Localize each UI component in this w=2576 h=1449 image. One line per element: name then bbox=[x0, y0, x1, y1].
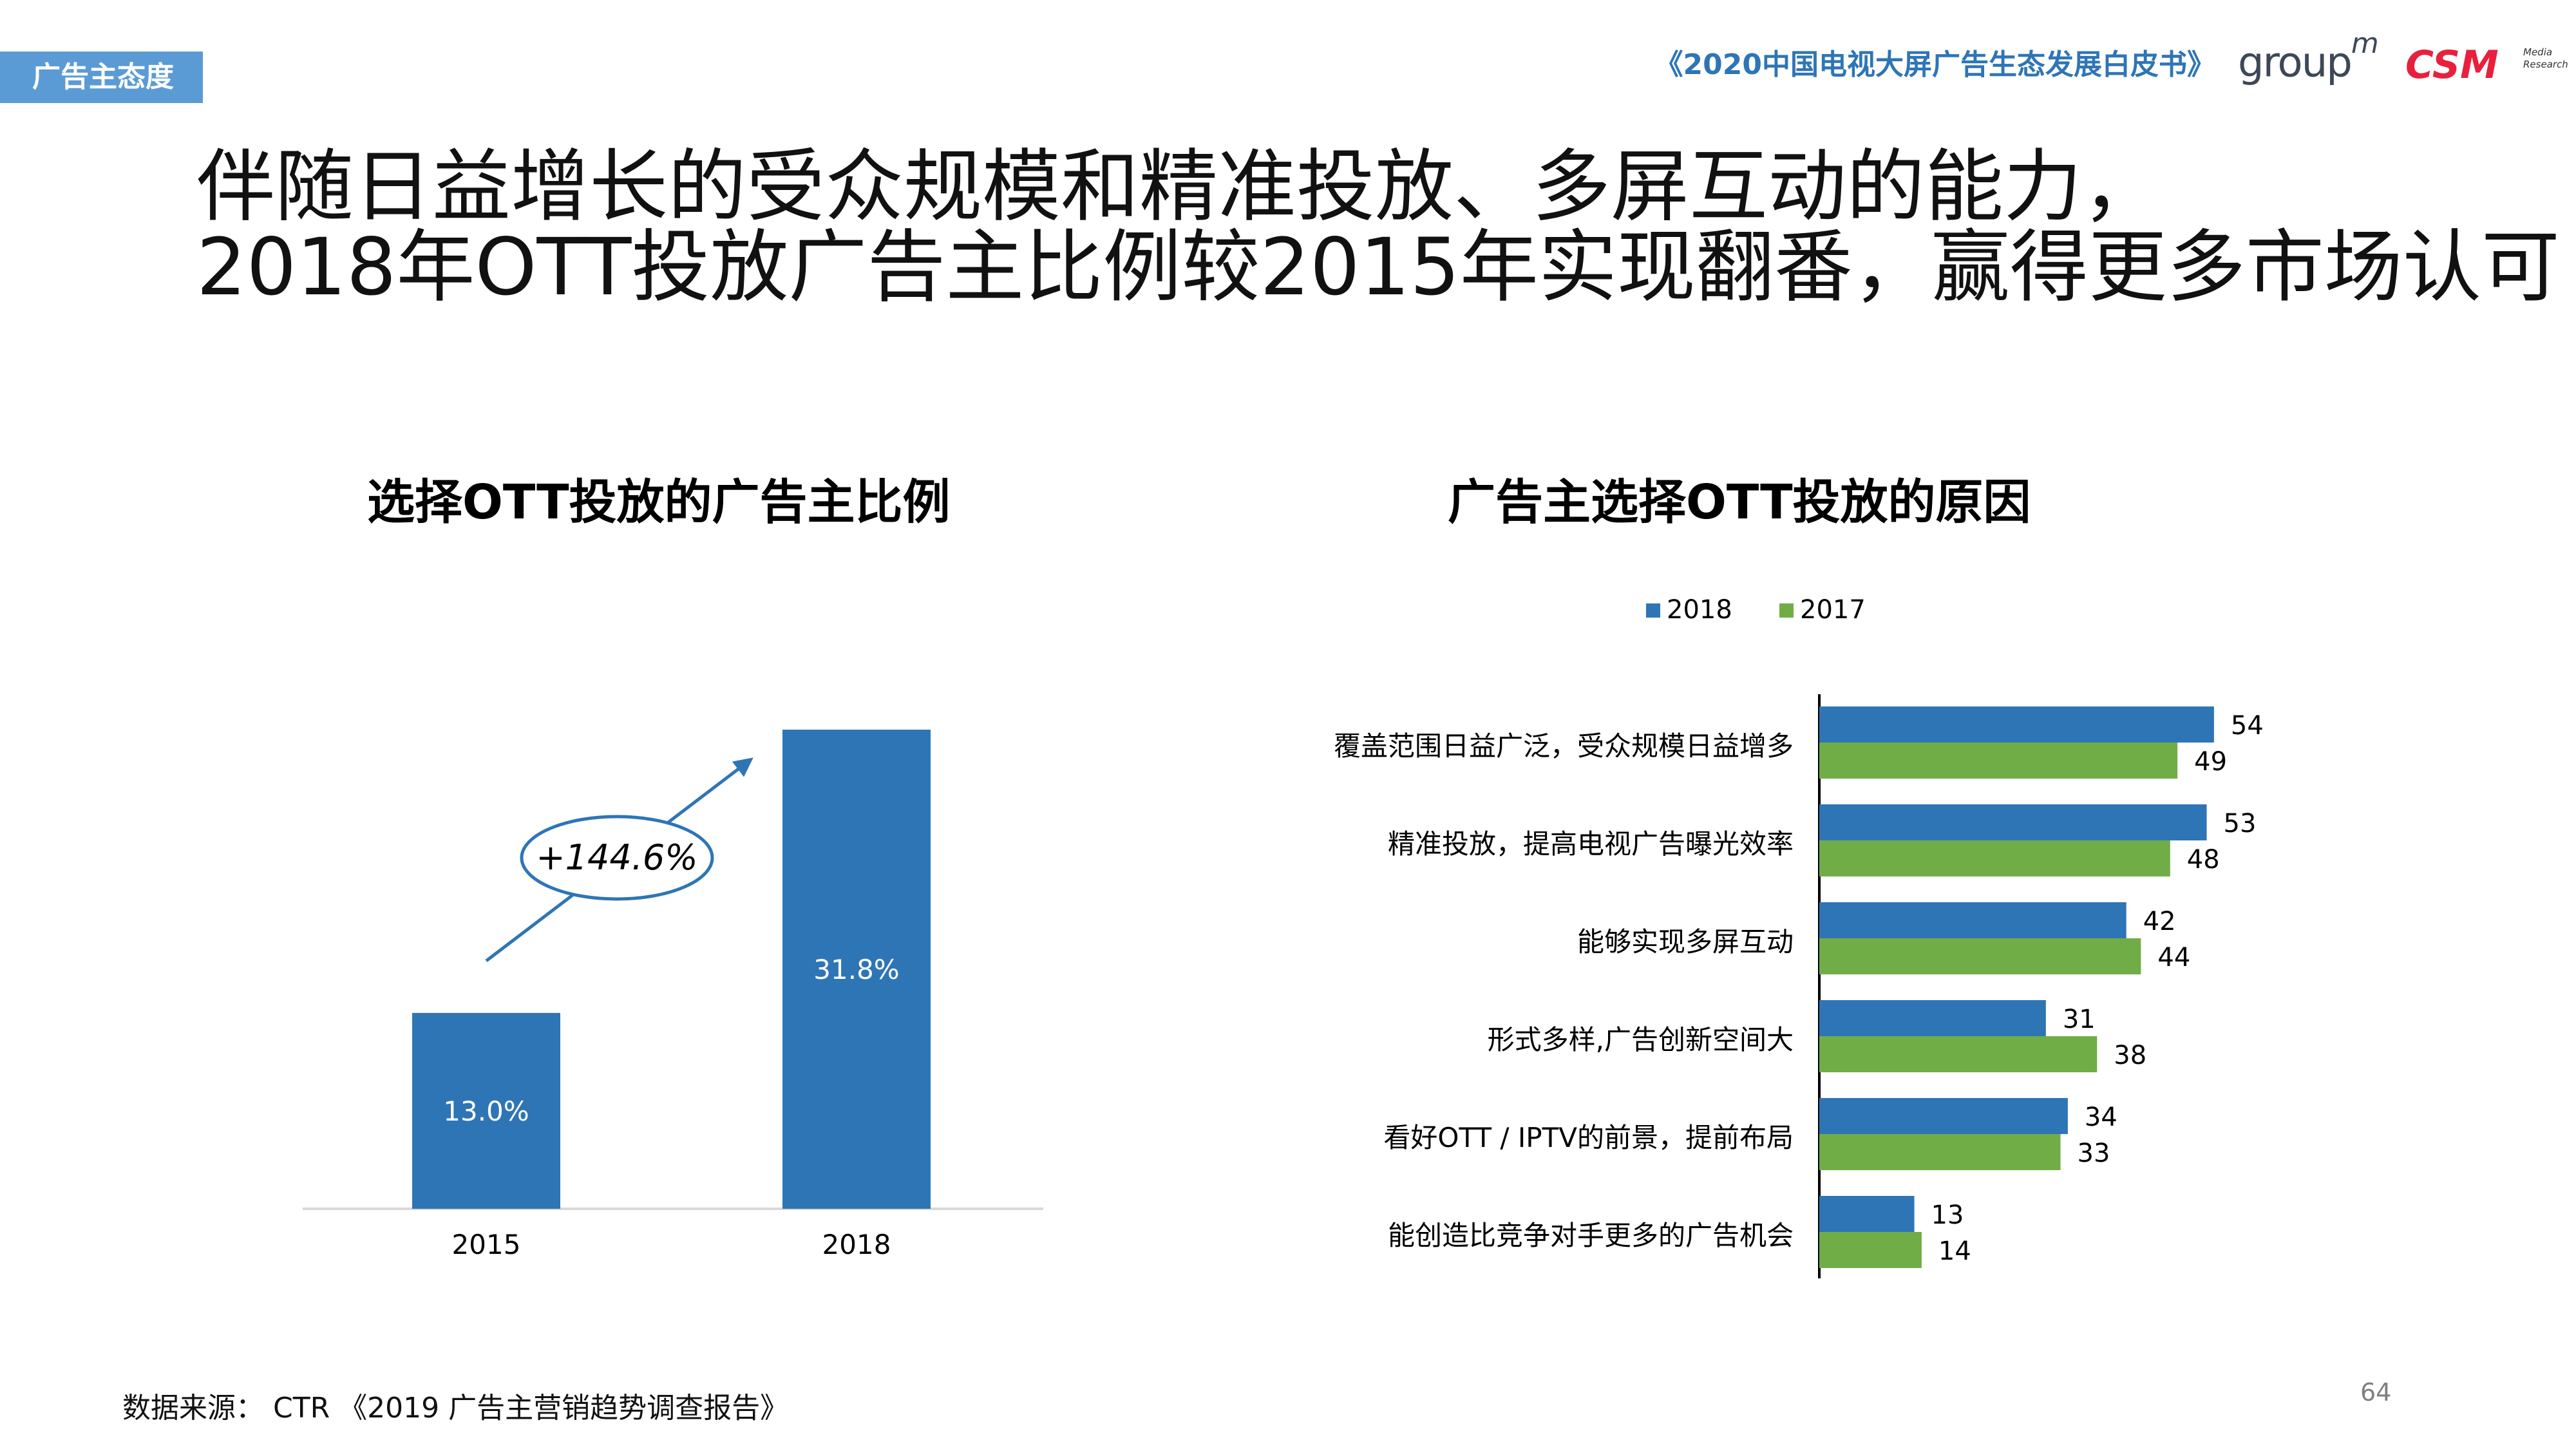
bar-2018 bbox=[1819, 1098, 2068, 1134]
csm-logo: CSM bbox=[2405, 43, 2499, 88]
legend-swatch-2017 bbox=[1779, 603, 1794, 618]
data-label: 42 bbox=[2143, 907, 2176, 936]
data-label: 31 bbox=[2063, 1005, 2096, 1034]
bar-2017 bbox=[1819, 1134, 2061, 1170]
legend-label-2017: 2017 bbox=[1800, 595, 1866, 625]
legend-label-2018: 2018 bbox=[1667, 595, 1732, 625]
chart-1-title: 选择OTT投放的广告主比例 bbox=[367, 475, 951, 530]
bar-2018 bbox=[1819, 902, 2126, 938]
csm-logo-subtitle: Media Research bbox=[2523, 46, 2568, 70]
category-label: 覆盖范围日益广泛，受众规模日益增多 bbox=[1334, 730, 1794, 762]
category-label: 精准投放，提高电视广告曝光效率 bbox=[1388, 828, 1794, 860]
bar-2015 bbox=[412, 1012, 560, 1209]
data-label: 38 bbox=[2114, 1041, 2146, 1070]
page-number: 64 bbox=[2360, 1378, 2392, 1406]
category-label: 能够实现多屏互动 bbox=[1577, 926, 1794, 958]
growth-callout bbox=[520, 815, 714, 901]
data-label: 34 bbox=[2085, 1103, 2117, 1132]
data-label: 53 bbox=[2224, 809, 2257, 838]
bar-2017 bbox=[1819, 1036, 2098, 1072]
data-label: 48 bbox=[2187, 845, 2220, 875]
x-tick-label: 2015 bbox=[452, 1229, 521, 1260]
x-tick-label: 2018 bbox=[822, 1229, 891, 1260]
bar-2017 bbox=[1819, 938, 2141, 974]
groupm-logo: groupm bbox=[2238, 27, 2379, 87]
bar-2018 bbox=[1819, 804, 2207, 840]
data-label: 14 bbox=[1938, 1236, 1971, 1266]
report-title: 《2020中国电视大屏广告生态发展白皮书》 bbox=[1654, 48, 2215, 81]
bar-2017 bbox=[1819, 1232, 1922, 1268]
growth-annotation: +144.6% bbox=[536, 837, 697, 878]
section-tag: 广告主态度 bbox=[0, 52, 203, 103]
data-label: 33 bbox=[2078, 1139, 2110, 1168]
bar-2018 bbox=[1819, 1000, 2046, 1036]
data-label: 44 bbox=[2157, 943, 2190, 972]
source-note: 数据来源： CTR 《2019 广告主营销趋势调查报告》 bbox=[122, 1392, 789, 1425]
data-label: 13.0% bbox=[443, 1095, 529, 1127]
bar-2018 bbox=[782, 730, 931, 1209]
bar-2018 bbox=[1819, 1196, 1915, 1232]
headline-line-1: 伴随日益增长的受众规模和精准投放、多屏互动的能力， bbox=[196, 141, 2161, 232]
category-label: 看好OTT / IPTV的前景，提前布局 bbox=[1383, 1122, 1794, 1153]
data-label: 49 bbox=[2194, 747, 2227, 777]
legend-swatch-2018 bbox=[1646, 603, 1660, 618]
bar-2018 bbox=[1819, 706, 2214, 743]
category-label: 形式多样,广告创新空间大 bbox=[1488, 1024, 1794, 1056]
data-label: 54 bbox=[2231, 711, 2264, 741]
category-label: 能创造比竞争对手更多的广告机会 bbox=[1388, 1220, 1794, 1251]
bar-2017 bbox=[1819, 743, 2178, 779]
data-label: 13 bbox=[1931, 1200, 1964, 1230]
data-label: 31.8% bbox=[813, 954, 899, 985]
headline-line-2: 2018年OTT投放广告主比例较2015年实现翻番，赢得更多市场认可 bbox=[196, 222, 2560, 313]
chart-2-title: 广告主选择OTT投放的原因 bbox=[1448, 475, 2031, 530]
bar-2017 bbox=[1819, 840, 2170, 876]
